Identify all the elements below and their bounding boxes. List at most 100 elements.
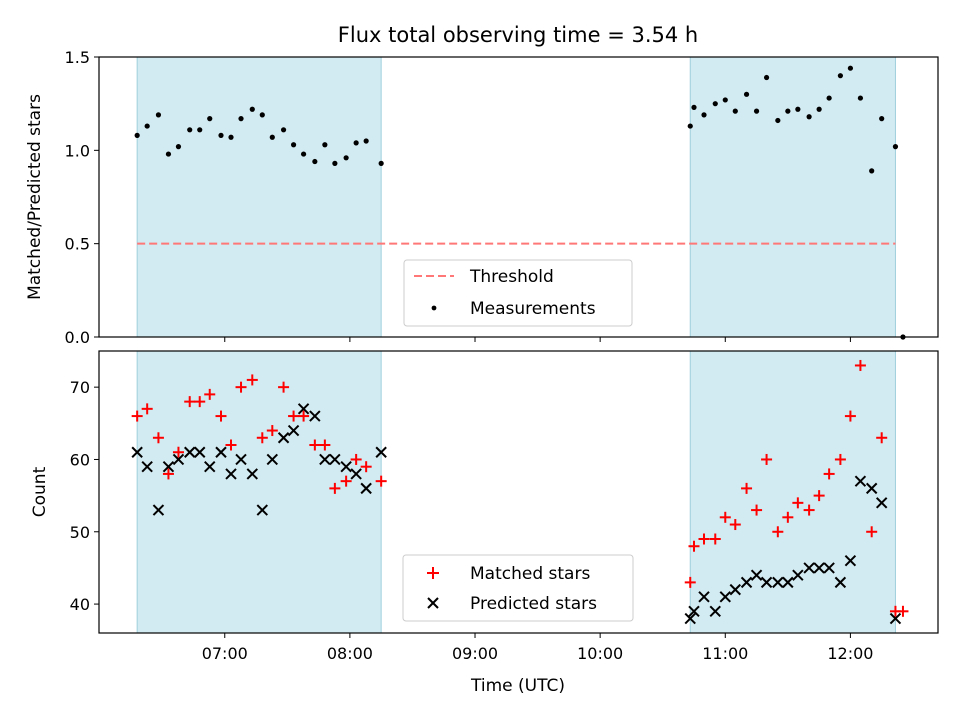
predicted-star-point — [329, 453, 341, 466]
matched-star-point — [266, 425, 278, 437]
predicted-star-point — [215, 446, 227, 458]
matched-star-point — [350, 453, 362, 465]
measurement-point — [722, 97, 728, 103]
matched-star-point — [741, 482, 753, 494]
predicted-star-point — [854, 475, 867, 487]
measurement-point — [197, 127, 203, 133]
bottom-legend: Matched stars Predicted stars — [402, 554, 634, 622]
bottom-legend-box — [402, 554, 634, 622]
matched-star-point — [782, 511, 794, 523]
matched-star-point — [329, 482, 341, 494]
predicted-star-point — [340, 460, 352, 473]
top-panel: 0.0 0.5 1.0 1.5 Matched/Predicted stars Thr… — [25, 48, 939, 347]
measurement-point — [280, 127, 287, 133]
matched-star-point — [319, 439, 331, 451]
top-y-ticks: 0.0 0.5 1.0 1.5 — [65, 48, 99, 347]
matched-star-point — [184, 396, 196, 408]
predicted-star-point — [141, 460, 153, 473]
measurement-point — [826, 95, 832, 101]
matched-star-point — [834, 453, 846, 465]
top-axes-frame — [98, 56, 939, 338]
predicted-star-point — [760, 576, 773, 589]
predicted-star-point — [834, 576, 847, 589]
predicted-star-point — [709, 605, 721, 618]
y-tick-label: 0.5 — [65, 235, 90, 254]
bottom-axes-frame — [98, 350, 939, 634]
predicted-star-point — [865, 482, 878, 495]
measurement-point — [259, 112, 265, 118]
predicted-star-point — [813, 562, 825, 574]
matched-star-point — [876, 432, 888, 444]
measurement-point — [218, 132, 224, 138]
predicted-star-point — [698, 591, 710, 603]
bottom-y-axis-label: Count — [30, 466, 50, 517]
measurement-point — [785, 108, 791, 114]
matched-star-point — [823, 468, 835, 480]
matched-star-point — [897, 605, 909, 617]
measurement-point — [892, 144, 899, 150]
predicted-star-point — [172, 453, 185, 466]
predicted-star-point — [772, 576, 784, 589]
matched-star-point — [131, 410, 143, 422]
y-tick-label: 50 — [70, 523, 90, 542]
y-tick-label: 1.0 — [65, 141, 90, 160]
x-tick-label: 07:00 — [202, 644, 248, 663]
predicted-stars-legend-label: Predicted stars — [470, 594, 597, 614]
measurement-point — [332, 160, 338, 166]
measurement-point — [691, 104, 697, 110]
matched-star-point — [340, 475, 352, 487]
predicted-star-point — [152, 504, 165, 516]
measurement-point — [300, 151, 307, 157]
predicted-star-point — [246, 468, 258, 480]
matched-star-point — [204, 388, 216, 400]
measurement-point — [869, 168, 875, 174]
matched-star-point — [152, 432, 164, 444]
matched-star-point — [772, 526, 784, 538]
x-axis-label: Time (UTC) — [470, 676, 565, 696]
chart-title: Flux total observing time = 3.54 h — [338, 23, 698, 47]
x-tick-label: 11:00 — [702, 644, 748, 663]
matched-star-point — [256, 432, 268, 444]
x-tick-label: 08:00 — [327, 644, 373, 663]
matched-star-point — [729, 519, 741, 531]
predicted-star-point — [225, 468, 237, 480]
matched-star-point — [719, 511, 731, 523]
bottom-x-ticks: 07:00 08:00 09:00 10:00 11:00 12:00 — [202, 633, 873, 663]
measurement-point — [847, 65, 854, 71]
measurement-point — [732, 108, 738, 114]
matched-star-point — [854, 359, 866, 371]
predicted-star-point — [823, 562, 835, 574]
measurement-point — [775, 117, 781, 124]
measurement-point — [343, 155, 349, 161]
matched-star-point — [684, 576, 696, 588]
matched-star-point — [194, 396, 206, 408]
measurement-point — [879, 116, 885, 122]
matched-star-point — [278, 381, 290, 393]
measurement-point — [134, 132, 140, 138]
predicted-star-point — [889, 612, 902, 625]
predicted-star-point — [375, 446, 387, 458]
threshold-legend-label: Threshold — [469, 267, 554, 287]
top-legend-box — [403, 259, 633, 327]
predicted-star-point — [684, 612, 696, 625]
measurement-point — [155, 112, 162, 118]
observing-window-1 — [136, 56, 382, 338]
measurement-point — [322, 142, 328, 148]
measurement-point — [187, 127, 193, 133]
y-tick-label: 1.5 — [65, 48, 90, 67]
measurement-point — [312, 158, 318, 165]
measurement-point — [269, 134, 275, 140]
y-tick-label: 70 — [70, 378, 90, 397]
matched-star-point — [288, 410, 300, 422]
measurement-point — [228, 134, 234, 140]
matched-star-point — [698, 533, 710, 545]
matched-star-point — [813, 490, 825, 502]
measurement-point — [378, 160, 384, 166]
measurement-point — [816, 106, 822, 112]
matched-star-point — [360, 461, 372, 473]
measurements-legend-label: Measurements — [470, 299, 596, 319]
matched-star-point — [751, 504, 763, 516]
matched-star-point — [375, 475, 387, 487]
matched-star-point — [709, 533, 721, 545]
